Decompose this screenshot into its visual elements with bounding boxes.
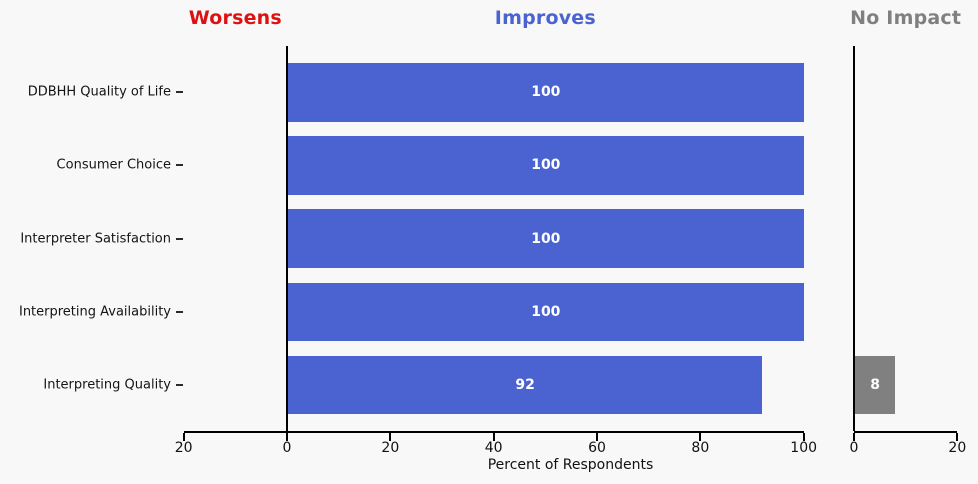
x-tick (956, 433, 959, 441)
header-worsens: Worsens (188, 7, 282, 29)
y-tick (176, 91, 183, 94)
bar-improves: 100 (288, 282, 804, 342)
x-tick (802, 433, 805, 441)
bar-value-label: 92 (515, 377, 535, 394)
x-axis-label: Percent of Respondents (487, 457, 654, 473)
bar-value-label: 8 (870, 377, 881, 394)
y-tick (176, 384, 183, 387)
header-no-impact: No Impact (850, 7, 962, 29)
main-zero-spine (286, 46, 288, 431)
x-tick-label: 0 (849, 440, 859, 456)
y-tick (176, 310, 183, 313)
x-tick (853, 433, 855, 441)
bar-improves: 100 (288, 136, 804, 195)
bar-value-label: 100 (531, 303, 561, 320)
x-tick-label: 100 (790, 440, 818, 456)
x-tick-label: 0 (282, 440, 292, 456)
bar-improves: 92 (288, 355, 763, 415)
no-impact-zero-spine (853, 46, 855, 431)
x-tick (389, 433, 392, 441)
category-label: Interpreter Satisfaction (20, 231, 171, 247)
x-tick (596, 433, 598, 441)
bar-improves: 100 (288, 63, 804, 122)
category-label: Interpreting Availability (18, 304, 171, 320)
x-tick (182, 433, 185, 441)
x-tick-label: 20 (381, 440, 400, 456)
x-tick-label: 20 (948, 440, 967, 456)
bar-value-label: 100 (531, 157, 561, 174)
x-tick-label: 60 (588, 440, 606, 456)
x-tick (699, 433, 702, 441)
category-label: Interpreting Quality (43, 377, 171, 393)
x-tick (286, 433, 288, 441)
header-improves: Improves (494, 7, 596, 29)
bar-value-label: 100 (531, 230, 561, 247)
main-x-axis-line (183, 431, 804, 433)
bar-value-label: 100 (531, 84, 561, 101)
category-label: Consumer Choice (56, 157, 171, 173)
bar-improves: 100 (288, 209, 804, 268)
x-tick-label: 20 (174, 440, 193, 456)
y-tick (176, 237, 183, 240)
y-tick (176, 164, 183, 167)
category-label: DDBHH Quality of Life (27, 84, 171, 100)
x-tick-label: 40 (484, 440, 503, 456)
bar-no-impact: 8 (855, 355, 896, 415)
x-tick-label: 80 (691, 440, 710, 456)
x-tick (492, 433, 495, 441)
no-impact-x-axis-line (854, 431, 958, 433)
